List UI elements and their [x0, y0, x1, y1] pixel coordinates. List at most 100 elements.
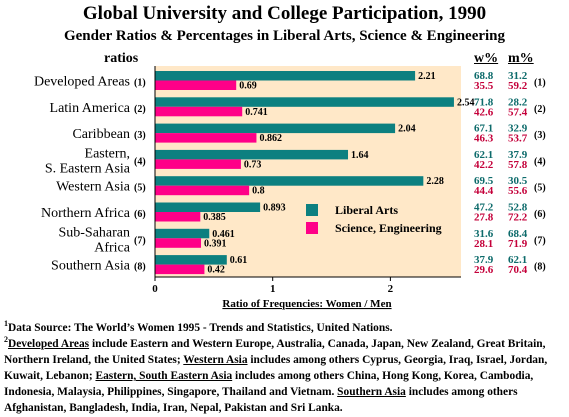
row-footnote: (2) — [534, 104, 546, 115]
legend-swatch-liberal-arts — [306, 204, 318, 216]
women-percent-science: 27.8 — [474, 212, 494, 224]
row-footnote: (4) — [534, 156, 546, 167]
value-label-science-engineering: 0.862 — [259, 133, 282, 144]
women-percent-liberal-arts: 71.8 — [474, 96, 494, 108]
category-footnote: (6) — [134, 209, 146, 220]
category-footnote: (7) — [134, 235, 146, 246]
bar-science-engineering — [155, 106, 243, 117]
category-label: Caribbean — [72, 127, 130, 142]
women-percent-liberal-arts: 47.2 — [474, 202, 494, 214]
x-tick-label: 0 — [152, 283, 158, 295]
bar-science-engineering — [155, 212, 201, 222]
category-footnote: (8) — [134, 262, 146, 273]
category-label: Northern Africa — [41, 206, 131, 221]
bar-chart: 0 1 2 Ratio of Frequencies: Women / Men 2.2… — [34, 66, 546, 310]
men-percent-liberal-arts: 68.4 — [508, 228, 528, 240]
women-percent-liberal-arts: 67.1 — [474, 123, 493, 135]
women-percent-liberal-arts: 37.9 — [474, 254, 494, 266]
x-tick-label: 1 — [270, 283, 276, 295]
men-percent-liberal-arts: 32.9 — [508, 123, 528, 135]
value-label-liberal-arts: 1.64 — [351, 150, 369, 161]
men-percent-header: m% — [508, 51, 534, 66]
women-percent-header: w% — [474, 51, 499, 66]
value-label-liberal-arts: 2.54 — [457, 97, 475, 108]
bar-liberal-arts — [155, 149, 349, 160]
bar-science-engineering — [155, 133, 257, 143]
category-footnote: (3) — [134, 130, 146, 141]
legend-swatch-science-engineering — [306, 222, 318, 234]
bar-liberal-arts — [155, 123, 396, 134]
value-label-science-engineering: 0.73 — [244, 159, 262, 170]
value-label-liberal-arts: 0.461 — [212, 229, 235, 240]
women-percent-liberal-arts: 69.5 — [474, 175, 494, 187]
legend-label-science-engineering: Science, Engineering — [335, 221, 442, 235]
bar-science-engineering — [155, 238, 202, 248]
bar-science-engineering — [155, 80, 237, 90]
men-percent-science: 70.4 — [508, 264, 528, 276]
row-footnote: (5) — [534, 183, 546, 194]
women-percent-liberal-arts: 62.1 — [474, 149, 493, 161]
value-label-liberal-arts: 2.28 — [426, 176, 444, 187]
row-footnote: (1) — [534, 78, 546, 89]
chart-title: Global University and College Participat… — [82, 3, 487, 24]
men-percent-science: 71.9 — [508, 238, 528, 250]
women-percent-science: 29.6 — [474, 264, 494, 276]
men-percent-science: 72.2 — [508, 212, 528, 224]
category-label: S. Eastern Asia — [45, 161, 131, 176]
row-footnote: (3) — [534, 130, 546, 141]
men-percent-liberal-arts: 52.8 — [508, 202, 528, 214]
women-percent-science: 28.1 — [474, 238, 493, 250]
category-label: Latin America — [50, 101, 131, 116]
bar-liberal-arts — [155, 71, 416, 81]
footnote-2: 2Developed Areas include Eastern and Wes… — [4, 335, 548, 414]
value-label-liberal-arts: 2.21 — [418, 71, 436, 82]
women-percent-science: 46.3 — [474, 133, 494, 145]
category-label: Eastern, — [85, 146, 130, 161]
category-label: Southern Asia — [51, 259, 131, 274]
women-percent-science: 35.5 — [474, 80, 494, 92]
men-percent-liberal-arts: 37.9 — [508, 149, 528, 161]
x-tick-label: 2 — [388, 283, 394, 295]
men-percent-liberal-arts: 62.1 — [508, 254, 527, 266]
footnotes: 1Data Source: The World’s Women 1995 - T… — [4, 320, 566, 416]
value-label-science-engineering: 0.42 — [207, 265, 225, 276]
men-percent-science: 53.7 — [508, 133, 528, 145]
men-percent-science: 59.2 — [508, 80, 528, 92]
category-footnote: (5) — [134, 183, 146, 194]
value-label-science-engineering: 0.8 — [252, 186, 265, 197]
men-percent-science: 57.8 — [508, 159, 528, 171]
legend-label-liberal-arts: Liberal Arts — [335, 203, 398, 217]
chart-subtitle: Gender Ratios & Percentages in Liberal A… — [63, 28, 506, 44]
women-percent-liberal-arts: 68.8 — [474, 70, 494, 82]
value-label-liberal-arts: 0.893 — [263, 203, 286, 214]
value-label-science-engineering: 0.741 — [245, 107, 268, 118]
value-label-science-engineering: 0.69 — [239, 81, 257, 92]
men-percent-science: 57.4 — [508, 106, 528, 118]
men-percent-liberal-arts: 30.5 — [508, 175, 528, 187]
category-label: Africa — [94, 240, 131, 255]
row-footnote: (7) — [534, 235, 546, 246]
value-label-science-engineering: 0.391 — [204, 238, 227, 249]
value-label-liberal-arts: 0.61 — [230, 255, 248, 266]
bar-liberal-arts — [155, 228, 210, 239]
category-label: Sub-Saharan — [58, 225, 130, 240]
bar-science-engineering — [155, 264, 205, 275]
value-label-science-engineering: 0.385 — [203, 212, 226, 223]
men-percent-science: 55.6 — [508, 185, 528, 197]
women-percent-science: 42.6 — [474, 106, 494, 118]
women-percent-science: 44.4 — [474, 185, 494, 197]
bar-science-engineering — [155, 159, 241, 169]
category-footnote: (4) — [134, 156, 146, 167]
category-label: Developed Areas — [34, 75, 130, 90]
category-label: Western Asia — [56, 180, 131, 195]
bar-liberal-arts — [155, 255, 227, 265]
bar-liberal-arts — [155, 202, 261, 212]
x-axis-label: Ratio of Frequencies: Women / Men — [222, 298, 391, 310]
bar-science-engineering — [155, 185, 250, 196]
bar-liberal-arts — [155, 97, 454, 107]
value-label-liberal-arts: 2.04 — [398, 124, 416, 135]
row-footnote: (8) — [534, 262, 546, 273]
footnote-1: 1Data Source: The World’s Women 1995 - T… — [4, 319, 393, 334]
men-percent-liberal-arts: 28.2 — [508, 96, 528, 108]
row-footnote: (6) — [534, 209, 546, 220]
